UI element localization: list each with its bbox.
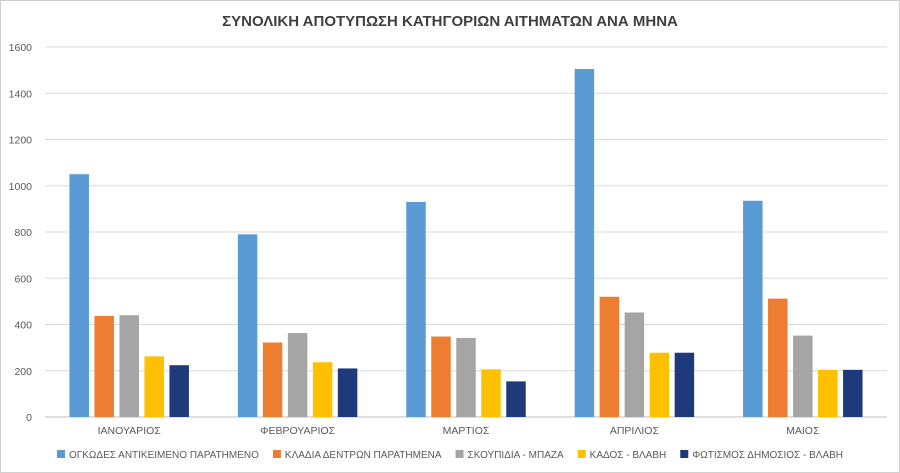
bar: [843, 369, 863, 417]
y-tick-label: 400: [14, 320, 32, 332]
bar: [768, 298, 788, 417]
bar: [624, 312, 645, 417]
chart-title: ΣΥΝΟΛΙΚΗ ΑΠΟΤΥΠΩΣΗ ΚΑΤΗΓΟΡΙΩΝ ΑΙΤΗΜΑΤΩΝ …: [222, 13, 678, 30]
legend-swatch: [272, 450, 281, 458]
legend: ΟΓΚΩΔΕΣ ΑΝΤΙΚΕΙΜΕΝΟ ΠΑΡΑΤΗΜΕΝΟ ΚΛΑΔΙΑ ΔΕΝ…: [56, 450, 843, 461]
bar: [287, 333, 308, 417]
bar: [818, 369, 838, 417]
bars: [69, 68, 863, 417]
bar: [674, 352, 695, 417]
bar: [431, 336, 451, 417]
bar: [574, 68, 595, 417]
legend-label: ΚΛΑΔΙΑ ΔΕΝΤΡΩΝ ΠΑΡΑΤΗΜΕΝΑ: [285, 450, 442, 461]
bar: [337, 368, 358, 417]
bar: [262, 342, 283, 417]
y-tick-label: 1000: [9, 181, 33, 193]
legend-swatch: [455, 450, 464, 458]
legend-label: ΟΓΚΩΔΕΣ ΑΝΤΙΚΕΙΜΕΝΟ ΠΑΡΑΤΗΜΕΝΟ: [69, 450, 259, 461]
x-tick-label: ΜΑΡΤΙΟΣ: [443, 425, 490, 437]
y-tick-label: 1600: [9, 42, 33, 54]
legend-swatch: [680, 450, 689, 458]
bar: [69, 174, 89, 417]
bar: [506, 381, 526, 417]
bar: [237, 234, 258, 417]
bar: [169, 365, 189, 417]
bar: [312, 362, 333, 417]
bar: [793, 335, 813, 417]
legend-swatch: [577, 450, 586, 458]
y-tick-label: 0: [26, 412, 32, 424]
x-axis: ΙΑΝΟΥΑΡΙΟΣ ΦΕΒΡΟΥΑΡΙΟΣ ΜΑΡΤΙΟΣ ΑΠΡΙΛΙΟΣ ΜΑΙΟ…: [98, 425, 820, 437]
bar: [456, 337, 476, 417]
y-tick-label: 1200: [9, 135, 33, 147]
bar: [599, 296, 620, 417]
bar: [119, 315, 139, 417]
y-tick-label: 200: [14, 366, 32, 378]
x-tick-label: ΙΑΝΟΥΑΡΙΟΣ: [98, 425, 162, 437]
legend-label: ΣΚΟΥΠΙΔΙΑ - ΜΠΑΖΑ: [468, 450, 564, 461]
legend-label: ΚΑΔΟΣ - ΒΛΑΒΗ: [590, 450, 667, 461]
bar: [481, 369, 501, 417]
y-axis: 0 200 400 600 800 1000 1200 1400 1600: [9, 42, 33, 424]
bar: [144, 356, 164, 417]
y-tick-label: 1400: [9, 88, 33, 100]
bar: [649, 352, 670, 417]
legend-label: ΦΩΤΙΣΜΟΣ ΔΗΜΟΣΙΟΣ - ΒΛΑΒΗ: [692, 450, 843, 461]
x-tick-label: ΜΑΙΟΣ: [786, 425, 820, 437]
y-tick-label: 600: [14, 273, 32, 285]
bar: [743, 200, 763, 417]
x-tick-label: ΑΠΡΙΛΙΟΣ: [610, 425, 660, 437]
legend-swatch: [56, 450, 65, 458]
bar: [94, 315, 114, 417]
x-tick-label: ΦΕΒΡΟΥΑΡΙΟΣ: [260, 425, 336, 437]
bar: [406, 201, 426, 417]
y-tick-label: 800: [14, 227, 32, 239]
